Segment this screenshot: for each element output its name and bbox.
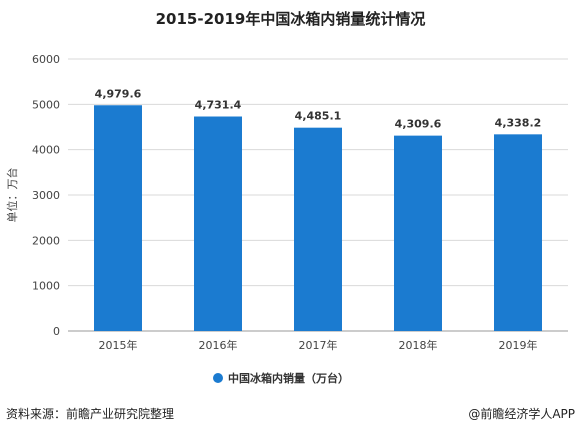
credit-note: @前瞻经济学人APP (468, 407, 575, 421)
legend-label: 中国冰箱内销量（万台） (228, 371, 349, 385)
data-label: 4,485.1 (295, 110, 342, 123)
x-tick-label: 2016年 (199, 338, 238, 352)
y-tick-label: 3000 (32, 189, 60, 202)
x-axis-ticks: 2015年 2016年 2017年 2018年 2019年 (99, 338, 538, 352)
legend: 中国冰箱内销量（万台） (213, 371, 349, 385)
bar (294, 127, 342, 331)
data-label: 4,309.6 (395, 118, 442, 131)
y-axis-ticks: 0 1000 2000 3000 4000 5000 6000 (32, 53, 60, 338)
legend-marker (213, 373, 223, 383)
bars (94, 105, 542, 332)
data-label: 4,338.2 (495, 116, 542, 129)
bar (94, 105, 142, 331)
x-tick-label: 2018年 (399, 338, 438, 352)
data-label: 4,979.6 (95, 87, 142, 100)
y-axis-label: 单位：万台 (5, 168, 19, 223)
data-labels: 4,979.6 4,731.4 4,485.1 4,309.6 4,338.2 (95, 87, 542, 130)
x-tick-label: 2019年 (499, 338, 538, 352)
source-note: 资料来源：前瞻产业研究院整理 (6, 407, 175, 421)
data-label: 4,731.4 (195, 99, 242, 112)
y-tick-label: 2000 (32, 234, 60, 247)
y-tick-label: 6000 (32, 53, 60, 66)
x-tick-label: 2015年 (99, 338, 138, 352)
bar (394, 135, 442, 331)
y-tick-label: 0 (53, 325, 60, 338)
x-tick-label: 2017年 (299, 338, 338, 352)
bar (494, 134, 542, 331)
y-tick-label: 1000 (32, 280, 60, 293)
y-tick-label: 5000 (32, 98, 60, 111)
bar (194, 116, 242, 332)
chart-title: 2015-2019年中国冰箱内销量统计情况 (155, 10, 426, 28)
y-tick-label: 4000 (32, 144, 60, 157)
